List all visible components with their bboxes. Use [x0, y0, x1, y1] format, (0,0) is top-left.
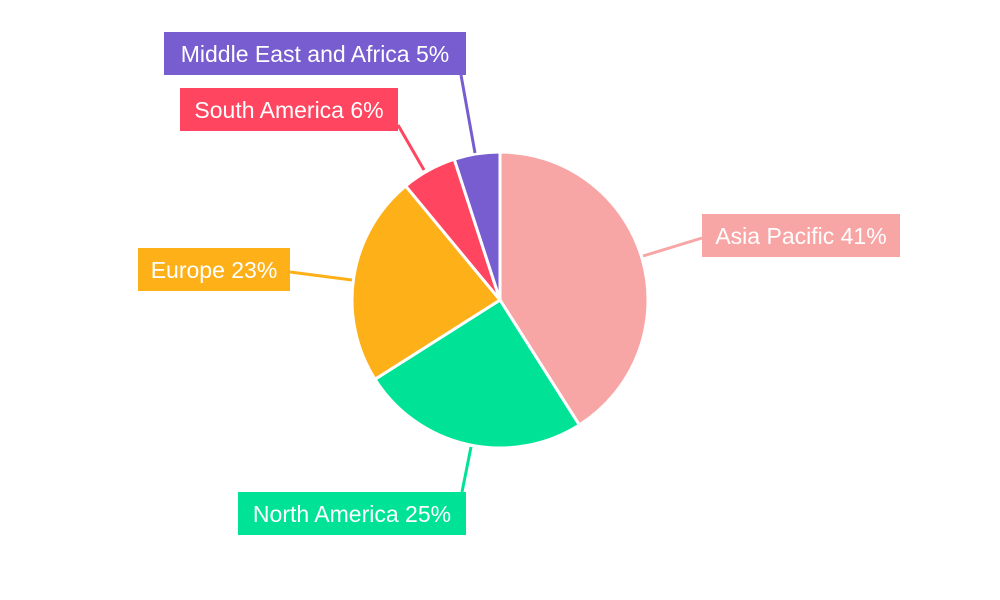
- data-label-background: [180, 88, 398, 131]
- leader-line: [459, 74, 477, 154]
- data-label-text: Asia Pacific 41%: [715, 223, 886, 249]
- data-label: South America 6%: [180, 88, 398, 131]
- pie-slice-middle-east-and-africa[interactable]: [452, 150, 502, 301]
- leader-line: [460, 446, 473, 493]
- data-label-text: South America 6%: [194, 97, 383, 123]
- pie-slices: [350, 150, 650, 450]
- data-label-background: [702, 214, 900, 257]
- data-label: Asia Pacific 41%: [702, 214, 900, 257]
- data-label-background: [238, 492, 466, 535]
- leader-line: [396, 124, 426, 171]
- data-label: Middle East and Africa 5%: [164, 32, 466, 75]
- data-label: North America 25%: [238, 492, 466, 535]
- pie-slice-europe[interactable]: [350, 183, 503, 382]
- data-label-text: North America 25%: [253, 501, 451, 527]
- data-label-text: Middle East and Africa 5%: [181, 41, 449, 67]
- data-label-text: Europe 23%: [151, 257, 278, 283]
- data-label-background: [164, 32, 466, 75]
- data-label-background: [138, 248, 290, 291]
- data-label: Europe 23%: [138, 248, 290, 291]
- leader-line: [642, 236, 703, 258]
- pie-labels: Asia Pacific 41% North America 25% Europe …: [138, 32, 900, 535]
- leader-line: [289, 270, 353, 282]
- pie-slice-north-america[interactable]: [372, 297, 582, 450]
